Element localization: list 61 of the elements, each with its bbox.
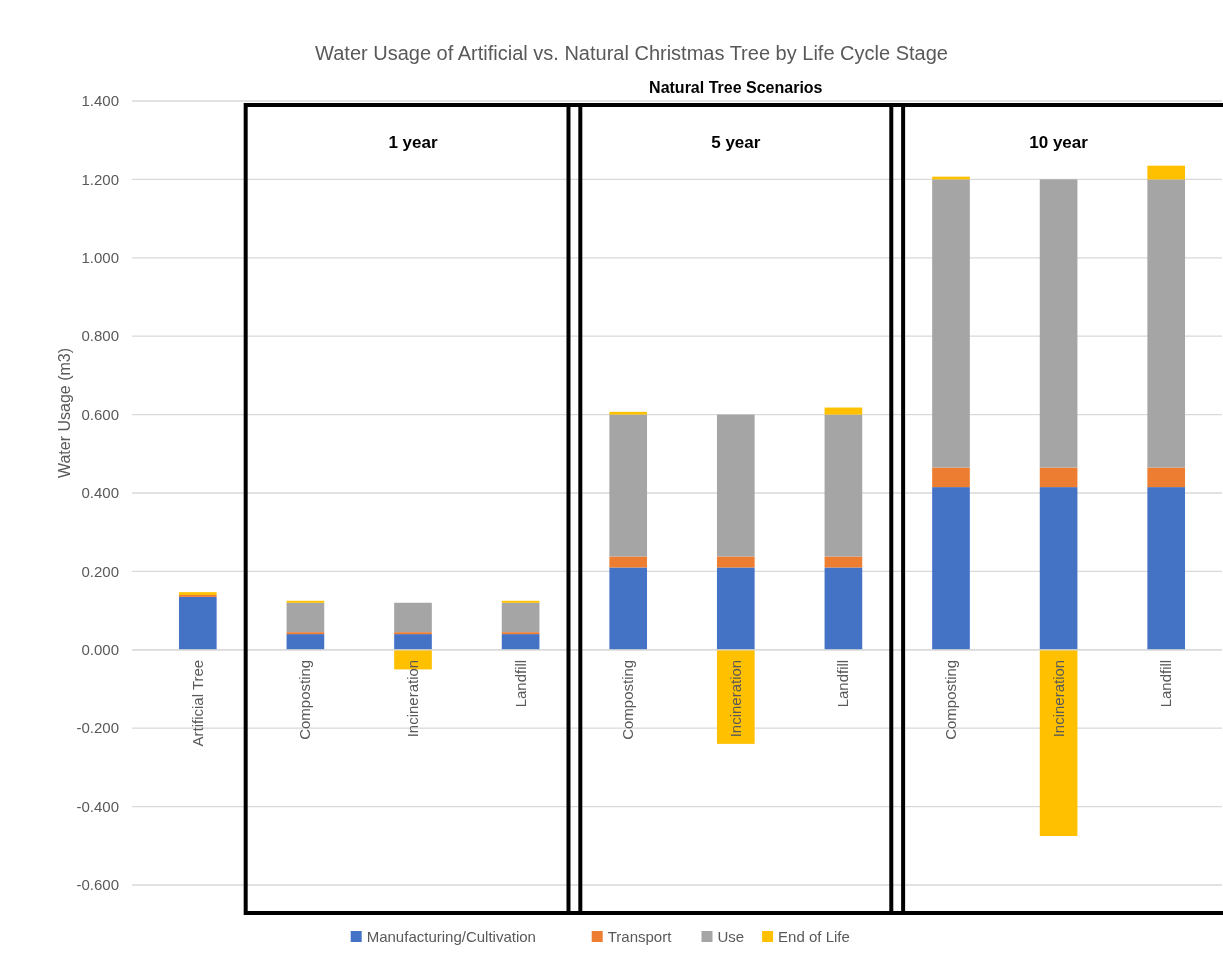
- bar: [1039, 649, 1078, 836]
- bar: [716, 414, 755, 557]
- bar: [286, 634, 325, 650]
- bar: [1147, 487, 1186, 650]
- y-tick-label: 1.400: [81, 92, 119, 110]
- bar: [824, 414, 863, 557]
- legend-label: Manufacturing/Cultivation: [366, 928, 536, 946]
- bar: [178, 596, 217, 650]
- bar: [716, 567, 755, 650]
- y-tick-label: 0.800: [81, 327, 119, 345]
- x-tick-label: Composting: [942, 659, 959, 740]
- bar: [1147, 165, 1186, 180]
- bar: [824, 567, 863, 650]
- x-tick-label: Artificial Tree: [188, 659, 206, 747]
- bar: [1039, 179, 1078, 468]
- y-tick-label: -0.400: [76, 797, 119, 815]
- y-tick-label: 1.000: [81, 249, 119, 267]
- x-tick-label: Landfill: [834, 659, 852, 708]
- annotation: 10 year: [1029, 133, 1089, 152]
- x-tick-label: Incineration: [1049, 659, 1067, 738]
- bar: [609, 556, 648, 568]
- bar: [286, 602, 325, 633]
- bar: [394, 602, 432, 633]
- bar: [501, 634, 540, 650]
- y-tick-label: 0.600: [81, 405, 119, 423]
- bar: [1147, 467, 1186, 488]
- bar: [716, 556, 755, 568]
- bar: [824, 407, 863, 415]
- bar: [609, 414, 648, 557]
- legend-label: Transport: [607, 928, 673, 946]
- y-tick-label: 0.000: [81, 641, 119, 659]
- x-tick-label: Composting: [296, 659, 314, 740]
- bar: [609, 567, 648, 650]
- y-tick-label: -0.600: [76, 876, 119, 894]
- bar: [1039, 487, 1078, 650]
- y-tick-label: 0.200: [81, 562, 119, 580]
- bar: [1039, 467, 1078, 488]
- bar: [716, 649, 755, 744]
- bar: [932, 467, 970, 488]
- x-tick-label: Composting: [619, 659, 637, 740]
- y-axis-title: Water Usage (m3): [56, 347, 73, 479]
- chart-title: Water Usage of Artificial vs. Natural Christmas Tree by Life Cycle Stage: [315, 42, 948, 64]
- y-tick-label: -0.200: [76, 719, 119, 737]
- bar: [932, 487, 970, 650]
- legend-label: Use: [717, 928, 745, 946]
- y-tick-label: 0.400: [81, 484, 119, 502]
- annotation: 1 year: [388, 133, 438, 152]
- x-tick-label: Landfill: [511, 659, 529, 708]
- y-tick-label: 1.200: [81, 170, 119, 188]
- x-tick-label: Incineration: [404, 659, 421, 738]
- text: Natural Tree Scenarios: [649, 79, 823, 96]
- bar: [824, 556, 863, 568]
- x-tick-label: Landfill: [1157, 659, 1175, 708]
- bar: [1147, 179, 1186, 468]
- legend-label: End of Life: [778, 928, 850, 946]
- x-tick-label: Incineration: [726, 659, 744, 738]
- bar: [501, 602, 540, 633]
- annotation: 5 year: [711, 133, 761, 152]
- bar: [609, 411, 648, 415]
- bar: [932, 179, 970, 468]
- bar: [394, 634, 432, 650]
